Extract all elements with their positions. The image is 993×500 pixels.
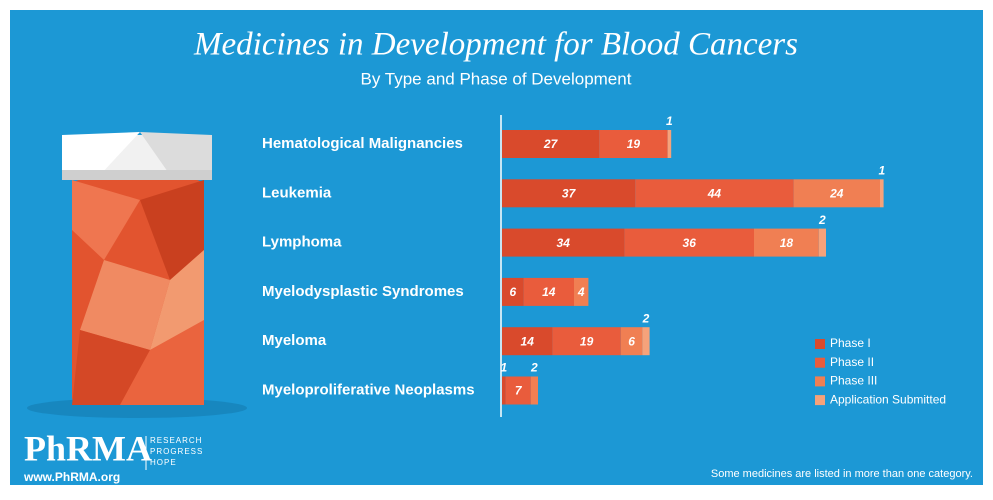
legend-swatch	[815, 358, 825, 368]
page: Medicines in Development for Blood Cance…	[0, 0, 993, 500]
bar-segment	[531, 377, 538, 405]
value-label: 14	[542, 285, 556, 299]
legend-label: Phase III	[830, 374, 877, 388]
value-label: 2	[530, 361, 538, 375]
legend-label: Phase II	[830, 355, 874, 369]
value-label: 1	[878, 163, 885, 177]
bar-segment	[819, 229, 826, 257]
value-label: 37	[562, 186, 577, 200]
value-label: 34	[557, 236, 571, 250]
category-label: Myeloma	[262, 332, 327, 349]
value-label: 44	[707, 186, 722, 200]
chart-title: Medicines in Development for Blood Cance…	[193, 27, 798, 63]
footnote: Some medicines are listed in more than o…	[711, 468, 973, 480]
value-label: 1	[666, 114, 673, 128]
value-label: 2	[818, 213, 826, 227]
url: www.PhRMA.org	[23, 470, 120, 484]
logo-tagline: RESEARCH	[150, 436, 202, 445]
category-label: Myeloproliferative Neoplasms	[262, 381, 475, 398]
value-label: 27	[543, 137, 559, 151]
value-label: 19	[580, 334, 594, 348]
value-label: 2	[642, 311, 650, 325]
value-label: 6	[509, 285, 516, 299]
value-label: 14	[521, 334, 535, 348]
value-label: 4	[577, 285, 585, 299]
legend-swatch	[815, 395, 825, 405]
legend-label: Application Submitted	[830, 392, 946, 406]
bar-segment	[668, 130, 672, 158]
bar-segment	[642, 327, 649, 355]
bar-segment	[502, 377, 506, 405]
logo-tagline: HOPE	[150, 458, 177, 467]
value-label: 6	[628, 334, 635, 348]
category-label: Leukemia	[262, 184, 332, 201]
chart: Medicines in Development for Blood Cance…	[0, 0, 993, 495]
legend-label: Phase I	[830, 336, 871, 350]
logo: PhRMA	[24, 428, 152, 468]
legend-swatch	[815, 339, 825, 349]
value-label: 36	[683, 236, 697, 250]
category-label: Myelodysplastic Syndromes	[262, 283, 464, 300]
chart-subtitle: By Type and Phase of Development	[361, 69, 632, 88]
bar-segment	[880, 179, 884, 207]
value-label: 1	[500, 361, 507, 375]
value-label: 18	[780, 236, 794, 250]
value-label: 19	[627, 137, 641, 151]
category-label: Hematological Malignancies	[262, 135, 463, 152]
value-label: 24	[829, 186, 844, 200]
logo-tagline: PROGRESS	[150, 447, 203, 456]
legend-swatch	[815, 376, 825, 386]
category-label: Lymphoma	[262, 234, 342, 251]
